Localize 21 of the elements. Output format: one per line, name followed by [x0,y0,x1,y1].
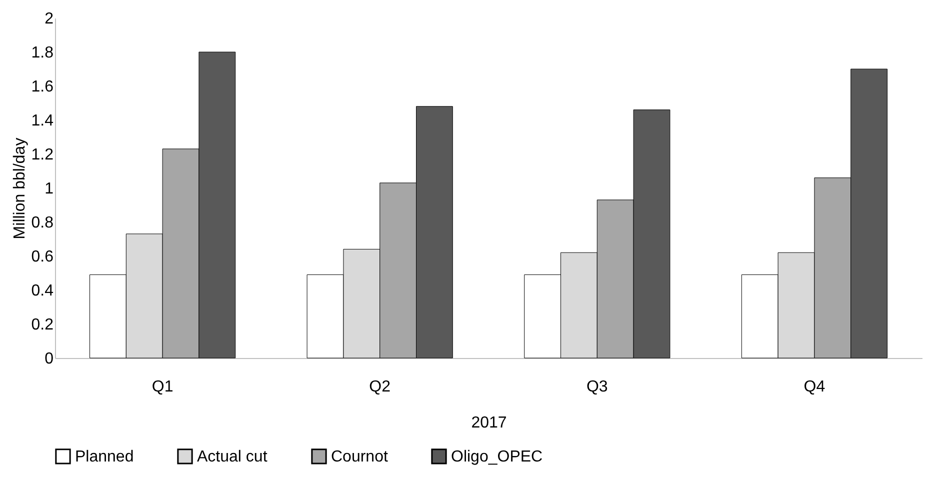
y-tick-label: 1.4 [31,112,54,130]
y-tick-label: 1.2 [31,146,54,164]
y-tick-label: 1.6 [31,78,54,96]
legend-label: Cournot [331,448,388,466]
y-tick-label: 0 [44,350,54,368]
legend-label: Actual cut [197,448,268,466]
x-tick-label: Q1 [152,378,174,396]
y-axis-title: Million bbl/day [11,138,28,240]
y-tick-label: 2 [44,10,54,28]
y-tick-label: 1.8 [31,44,54,62]
y-tick-label: 0.2 [31,316,54,334]
y-tick-label: 0.8 [31,214,54,232]
x-axis-title: 2017 [471,414,507,432]
x-tick-label: Q3 [586,378,608,396]
legend-label: Oligo_OPEC [451,448,543,466]
x-tick-label: Q4 [804,378,826,396]
y-tick-label: 0.4 [31,282,54,300]
y-tick-label: 1 [44,180,54,198]
y-tick-label: 0.6 [31,248,54,266]
x-tick-label: Q2 [369,378,391,396]
legend-label: Planned [75,448,134,466]
